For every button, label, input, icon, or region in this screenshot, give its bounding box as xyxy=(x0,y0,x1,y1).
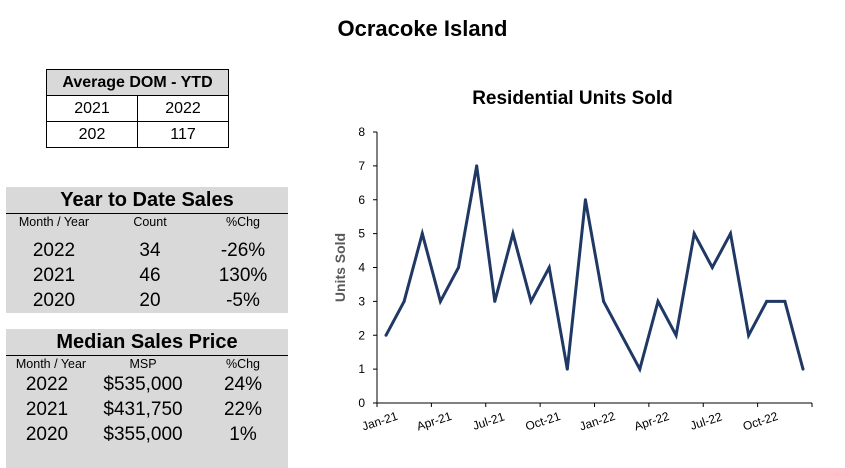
data-point xyxy=(638,367,642,371)
ytd-chg: -5% xyxy=(226,290,260,311)
ytd-chg: -26% xyxy=(220,240,266,261)
y-tick-label: 2 xyxy=(358,328,365,342)
table-row: 2021 46 130% xyxy=(6,263,288,288)
msp-header-msp: MSP xyxy=(129,357,157,371)
y-tick-label: 8 xyxy=(358,125,365,139)
data-point xyxy=(710,266,714,269)
data-point xyxy=(801,367,805,371)
data-point xyxy=(547,266,551,269)
x-tick-label: Jul-22 xyxy=(688,409,724,433)
y-tick-label: 7 xyxy=(358,159,365,173)
data-point xyxy=(384,333,388,337)
x-tick-label: Oct-21 xyxy=(524,409,563,434)
ytd-sales-panel: Year to Date Sales Month / Year Count %C… xyxy=(6,187,288,313)
x-tick-label: Jan-21 xyxy=(360,409,400,434)
data-point xyxy=(692,232,696,236)
data-point xyxy=(728,232,732,236)
average-dom-table: Average DOM - YTD 2021 2022 202 117 xyxy=(46,69,230,148)
msp-value: $355,000 xyxy=(103,424,183,445)
y-tick-label: 1 xyxy=(358,362,365,376)
data-point xyxy=(511,232,515,236)
dom-year-2021: 2021 xyxy=(46,95,138,122)
x-tick-label: Apr-22 xyxy=(632,409,671,434)
y-axis-title: Units Sold xyxy=(332,233,348,302)
msp-year: 2020 xyxy=(25,424,69,445)
data-point xyxy=(457,266,461,269)
data-point xyxy=(747,333,751,337)
data-point xyxy=(529,299,533,303)
data-point xyxy=(438,299,442,303)
x-tick-label: Oct-22 xyxy=(741,409,780,434)
table-row: 2021 $431,750 22% xyxy=(6,397,288,422)
msp-year: 2021 xyxy=(25,399,69,420)
ytd-chg: 130% xyxy=(218,265,268,286)
ytd-count: 46 xyxy=(139,265,161,286)
msp-chg: 24% xyxy=(223,374,263,395)
y-tick-label: 4 xyxy=(358,261,365,275)
ytd-header-count: Count xyxy=(133,215,167,229)
data-point xyxy=(674,333,678,337)
dom-value-2022: 117 xyxy=(136,121,230,148)
data-point xyxy=(765,299,769,303)
chart-title: Residential Units Sold xyxy=(472,88,673,109)
msp-header-month: Month / Year xyxy=(15,357,87,371)
ytd-year: 2022 xyxy=(32,240,76,261)
msp-chg: 1% xyxy=(229,424,257,445)
data-point xyxy=(656,299,660,303)
table-row: 2022 $535,000 24% xyxy=(6,372,288,397)
msp-value: $535,000 xyxy=(103,374,183,395)
data-point xyxy=(583,198,587,202)
msp-value: $431,750 xyxy=(103,399,183,420)
x-tick-label: Apr-21 xyxy=(415,409,454,434)
x-tick-label: Jul-21 xyxy=(471,409,507,433)
msp-chg: 22% xyxy=(223,399,263,420)
data-point xyxy=(402,299,406,303)
ytd-year: 2020 xyxy=(32,290,76,311)
median-price-header: Month / Year MSP %Chg xyxy=(6,357,288,372)
data-point xyxy=(475,164,479,168)
dom-value-2021: 202 xyxy=(46,121,138,148)
median-price-title: Median Sales Price xyxy=(6,329,288,356)
y-tick-label: 5 xyxy=(358,227,365,241)
table-row: 2020 $355,000 1% xyxy=(6,422,288,447)
table-row: 2020 20 -5% xyxy=(6,288,288,313)
data-point xyxy=(493,299,497,303)
units-sold-chart: 0 1 2 3 4 5 6 7 8 Jan-21 Apr-21 Jul-21 Oct-21 Jan-22 A… xyxy=(332,125,813,434)
y-tick-label: 0 xyxy=(358,396,365,410)
ytd-count: 20 xyxy=(139,290,161,311)
ytd-header-chg: %Chg xyxy=(225,215,261,229)
data-point xyxy=(783,299,787,303)
data-point xyxy=(420,232,424,236)
units-sold-series-line xyxy=(384,165,805,374)
msp-header-chg: %Chg xyxy=(225,357,261,371)
median-price-panel: Median Sales Price Month / Year MSP %Chg… xyxy=(6,329,288,468)
ytd-sales-header: Month / Year Count %Chg xyxy=(6,215,288,230)
y-tick-label: 6 xyxy=(358,193,365,207)
ytd-year: 2021 xyxy=(32,265,76,286)
page-title: Ocracoke Island xyxy=(337,16,508,41)
x-tick-label: Jan-22 xyxy=(578,409,618,434)
ytd-count: 34 xyxy=(139,240,161,261)
msp-year: 2022 xyxy=(25,374,69,395)
dom-year-2022: 2022 xyxy=(136,95,230,122)
table-row: 2022 34 -26% xyxy=(6,238,288,263)
data-point xyxy=(620,333,624,337)
dom-header: Average DOM - YTD xyxy=(46,69,229,96)
data-point xyxy=(565,367,569,371)
y-tick-label: 3 xyxy=(358,294,365,308)
ytd-sales-title: Year to Date Sales xyxy=(6,187,288,214)
data-point xyxy=(602,299,606,303)
ytd-header-month: Month / Year xyxy=(18,215,90,229)
